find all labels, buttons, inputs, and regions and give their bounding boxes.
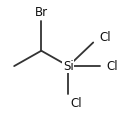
Text: Cl: Cl (99, 31, 111, 44)
Text: Cl: Cl (106, 60, 118, 73)
Text: Br: Br (35, 6, 48, 19)
Text: Cl: Cl (71, 97, 82, 110)
Text: Si: Si (63, 60, 74, 73)
